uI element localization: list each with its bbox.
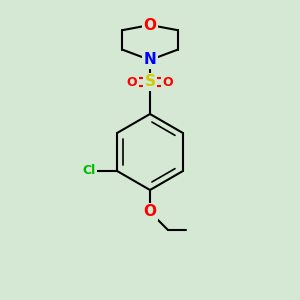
Text: O: O <box>143 17 157 32</box>
Text: Cl: Cl <box>82 164 96 178</box>
Text: O: O <box>163 76 173 88</box>
Text: N: N <box>144 52 156 68</box>
Text: O: O <box>127 76 137 88</box>
Text: S: S <box>145 74 155 89</box>
Text: O: O <box>143 205 157 220</box>
